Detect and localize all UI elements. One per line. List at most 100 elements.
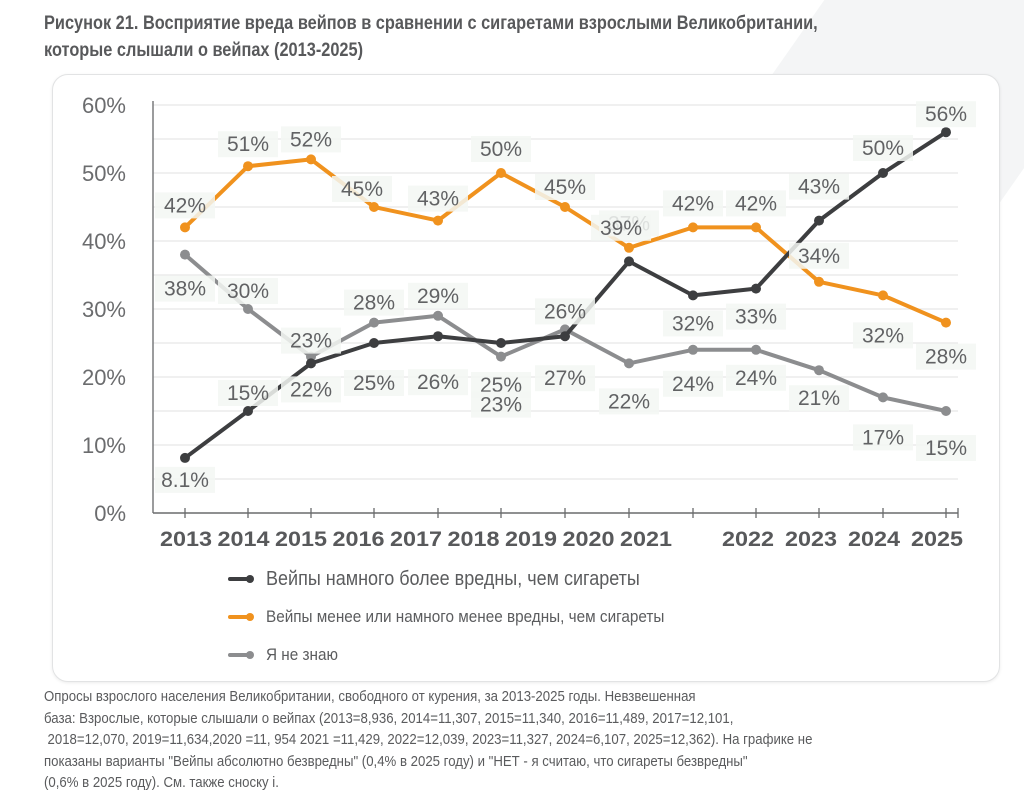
- y-tick-label: 40%: [82, 229, 126, 254]
- data-label-bg: [853, 424, 913, 451]
- x-tick-label: 2022: [722, 528, 774, 551]
- data-point: [560, 202, 570, 212]
- data-label: 51%: [227, 133, 269, 156]
- data-label: 24%: [672, 373, 714, 396]
- data-label-bg: [853, 322, 913, 349]
- y-tick-label: 30%: [82, 297, 126, 322]
- data-point: [688, 344, 698, 355]
- data-point: [433, 310, 443, 321]
- x-tick-label: 2020: [563, 528, 615, 551]
- data-point: [751, 283, 761, 294]
- data-label: 26%: [544, 300, 586, 323]
- x-tick-label: 2024: [848, 528, 900, 551]
- data-label: 43%: [417, 188, 459, 211]
- x-tick-label: 2019: [505, 528, 557, 551]
- data-point: [941, 127, 951, 138]
- data-label-bg: [471, 391, 531, 418]
- data-label-bg: [916, 435, 976, 461]
- data-label: 27%: [544, 367, 586, 390]
- data-label-bg: [218, 380, 278, 406]
- data-label-bg: [155, 192, 215, 219]
- data-label: 34%: [798, 245, 840, 268]
- data-label: 32%: [862, 324, 904, 347]
- data-label: 25%: [480, 374, 522, 397]
- data-point: [243, 406, 253, 416]
- series-lines: [180, 127, 951, 463]
- data-point: [624, 358, 634, 369]
- y-tick-label: 50%: [82, 161, 126, 186]
- data-point: [496, 338, 506, 348]
- data-label: 32%: [672, 312, 714, 335]
- data-label-bg: [218, 278, 278, 304]
- data-label-bg: [591, 214, 651, 241]
- data-point: [941, 317, 951, 328]
- data-label-bg: [344, 370, 404, 396]
- data-label-bg: [663, 310, 723, 337]
- data-point: [243, 304, 253, 314]
- x-tick-label: 2023: [785, 528, 837, 551]
- legend-item-less-harmful: Вейпы менее или намного менее вредны, че…: [228, 598, 709, 636]
- x-tick-label: 2018: [448, 528, 500, 551]
- footnote: Опросы взрослого населения Великобритани…: [44, 686, 854, 794]
- data-label: 42%: [735, 192, 777, 215]
- data-label: 56%: [925, 103, 967, 126]
- data-point: [941, 406, 951, 416]
- y-tick-label: 20%: [82, 365, 126, 390]
- data-label: 45%: [544, 176, 586, 199]
- data-label: 33%: [735, 306, 777, 329]
- data-label: 42%: [672, 192, 714, 215]
- data-label-bg: [789, 385, 849, 412]
- data-point: [496, 168, 506, 178]
- data-label: 50%: [862, 137, 904, 160]
- x-tick-label: 2017: [390, 528, 442, 551]
- title-line-2: которые слышали о вейпах (2013-2025): [44, 40, 364, 61]
- data-label-bg: [916, 343, 976, 370]
- data-label: 28%: [925, 346, 967, 369]
- data-label: 42%: [164, 194, 206, 217]
- data-point: [751, 222, 761, 233]
- x-tick-label: 2013: [160, 528, 212, 551]
- legend: Вейпы намного более вредны, чем сигареты…: [228, 560, 709, 674]
- data-point: [243, 161, 253, 172]
- legend-label: Вейпы намного более вредны, чем сигареты: [266, 567, 640, 590]
- x-tick-label: 2016: [333, 528, 385, 551]
- data-label-bg: [344, 289, 404, 316]
- title-line-1: Рисунок 21. Восприятие вреда вейпов в ср…: [44, 13, 818, 34]
- y-tick-label: 10%: [82, 433, 126, 458]
- data-label: 26%: [417, 371, 459, 394]
- data-point: [433, 331, 443, 342]
- data-label-bg: [916, 101, 976, 128]
- footnote-line: база: Взрослые, которые слышали о вейпах…: [44, 709, 734, 727]
- data-point: [814, 365, 824, 376]
- data-label-bg: [535, 365, 595, 392]
- footnote-line: 2018=12,070, 2019=11,634,2020 =11, 954 2…: [47, 731, 813, 748]
- data-point: [878, 290, 888, 301]
- footnote-line: показаны варианты "Вейпы абсолютно безвр…: [44, 752, 748, 770]
- data-point: [306, 154, 316, 165]
- data-label: 38%: [164, 278, 206, 301]
- data-label-bg: [789, 242, 849, 269]
- legend-line-icon: [228, 613, 254, 621]
- data-point: [814, 276, 824, 287]
- data-label-bg: [155, 275, 215, 302]
- data-label: 29%: [417, 285, 459, 308]
- data-label: 24%: [735, 367, 777, 390]
- data-label: 15%: [925, 437, 967, 460]
- x-tick-label: 2015: [275, 528, 327, 551]
- data-label-bg: [408, 369, 468, 396]
- data-label: 43%: [798, 176, 840, 199]
- data-label-bg: [408, 185, 468, 212]
- data-point: [306, 358, 316, 369]
- data-label-bg: [663, 190, 723, 217]
- legend-item-more-harmful: Вейпы намного более вредны, чем сигареты: [228, 560, 709, 598]
- axes: [152, 101, 959, 518]
- footnote-line: Опросы взрослого населения Великобритани…: [44, 688, 696, 705]
- data-label-bg: [281, 376, 341, 403]
- legend-label: Я не знаю: [266, 645, 338, 664]
- data-label-bg: [726, 303, 786, 330]
- data-label: 50%: [480, 138, 522, 161]
- data-label: 17%: [862, 426, 904, 449]
- legend-item-dont-know: Я не знаю: [228, 636, 709, 674]
- data-label-bg: [535, 298, 595, 325]
- data-label: 23%: [480, 394, 522, 417]
